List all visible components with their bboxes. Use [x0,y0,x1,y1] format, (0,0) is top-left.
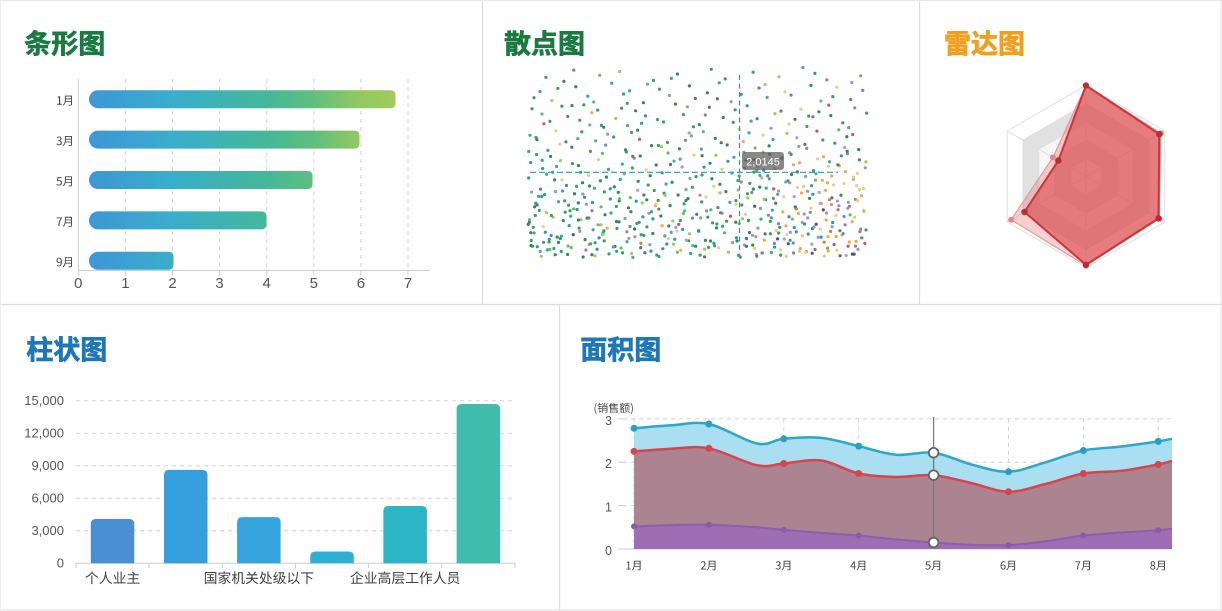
svg-text:4: 4 [263,275,271,292]
svg-text:2,0145: 2,0145 [746,156,780,168]
svg-text:0: 0 [57,556,64,571]
svg-text:6: 6 [357,275,365,292]
svg-text:1: 1 [121,275,129,292]
svg-text:1: 1 [605,501,612,515]
svg-text:6,000: 6,000 [31,491,64,506]
svg-text:0: 0 [74,275,82,292]
svg-text:5: 5 [310,275,318,292]
svg-text:15,000: 15,000 [24,393,64,408]
svg-text:2: 2 [168,275,176,292]
svg-text:12,000: 12,000 [24,426,64,441]
svg-text:9,000: 9,000 [31,458,64,473]
svg-text:3: 3 [215,275,223,292]
svg-text:0: 0 [605,544,612,558]
svg-text:2: 2 [605,457,612,471]
svg-text:7: 7 [404,275,412,292]
svg-text:3: 3 [605,414,612,428]
svg-text:3,000: 3,000 [31,523,64,538]
